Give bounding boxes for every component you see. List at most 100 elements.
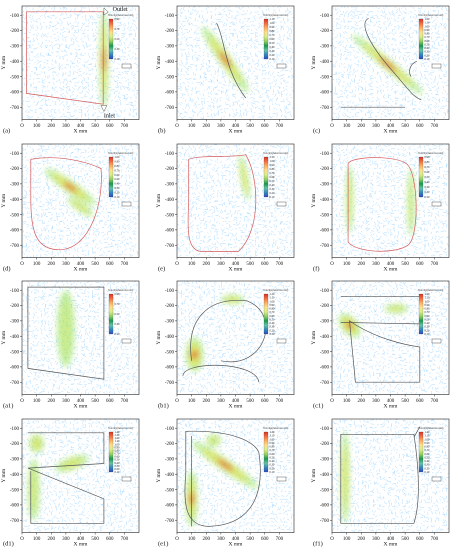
x-tick-label: 200 [48,399,56,404]
y-tick-label: -100 [165,426,175,431]
x-tick-label: 400 [232,399,240,404]
colorbar-tick-label: 0.20 [115,467,120,470]
y-axis-label: Y mm [156,55,162,69]
y-tick-label: -700 [10,381,20,386]
x-tick-label: O [175,399,179,404]
colorbar-tick-label: 0.30 [270,188,275,191]
panel-e1: O 100 200 300 400 500 600 700 X mm -100 -200 -300 -4… [156,418,295,547]
x-tick-label: 700 [431,124,439,129]
colorbar-tick-label: 0.30 [270,50,275,53]
colorbar-tick-label: 0.40 [270,46,275,49]
colorbar-tick-label: 0.10 [115,333,120,336]
colorbar-tick-label: 1.00 [425,300,430,303]
colorbar-tick-label: 0.80 [425,308,430,311]
colorbar-tick-label: 0.90 [270,164,275,167]
x-axis-label: X mm [229,541,244,547]
x-axis-label: X mm [229,266,244,272]
y-tick-label: -600 [320,503,330,508]
x-tick-label: 600 [106,399,114,404]
x-tick-label: 100 [33,537,41,542]
y-tick-label: -700 [10,106,20,111]
colorbar-tick-label: 0.60 [270,38,275,41]
colorbar-tick-label: 0.80 [425,161,430,164]
x-tick-label: 100 [343,537,351,542]
plot-area [22,6,139,120]
panel-b: O 100 200 300 400 500 600 700 X mm -100 -200 -300 -4… [156,5,295,135]
inlet-arrow-icon [100,105,108,112]
colorbar-tick-label: 1.40 [115,431,120,434]
colorbar-tick-label: 0.10 [115,196,120,199]
x-tick-label: O [20,399,24,404]
y-tick-label: -600 [10,228,20,233]
x-axis-label: X mm [74,129,89,135]
y-tick-label: -700 [165,243,175,248]
colorbar [263,18,269,60]
y-tick-label: -300 [320,457,330,462]
colorbar-tick-label: 0.10 [425,333,430,336]
colorbar-tick-label: 1.00 [425,438,430,441]
x-tick-label: 400 [232,124,240,129]
colorbar-title: Velocity(meters/second) [263,14,288,17]
colorbar-tick-label: 0.90 [115,293,120,296]
colorbar-tick-label: 0.60 [115,173,120,176]
colorbar-tick-label: 0.90 [425,156,430,159]
colorbar-tick-label: 0.30 [425,51,430,54]
outlet-label: Outlet [113,7,128,13]
colorbar-tick-label: 0.80 [425,33,430,36]
y-axis-label: Y mm [311,468,317,482]
plot-area [22,143,139,257]
colorbar-tick-label: 0.30 [115,48,120,51]
y-tick-label: -400 [320,472,330,477]
y-tick-label: -200 [165,29,175,34]
y-tick-label: -100 [10,289,20,294]
colorbar-title: Velocity(meters/second) [108,14,133,17]
x-tick-label: 300 [372,399,380,404]
velocity-hotspots [201,26,249,93]
y-axis-label: Y mm [311,193,317,207]
colorbar-tick-label: 0.70 [270,34,275,37]
x-tick-label: 100 [343,124,351,129]
y-tick-label: -300 [165,320,175,325]
x-tick-label: 700 [276,262,284,267]
y-tick-label: -300 [10,457,20,462]
colorbar-tick-label: 0.90 [115,18,120,21]
x-tick-label: 400 [232,537,240,542]
y-axis-label: Y mm [1,330,7,344]
colorbar [418,18,424,60]
colorbar-tick-label: 1.00 [115,443,120,446]
x-tick-label: 700 [431,399,439,404]
colorbar-tick-label: 0.20 [115,191,120,194]
colorbar-tick-label: 0.60 [425,40,430,43]
x-tick-label: 300 [217,537,225,542]
y-tick-label: -200 [320,442,330,447]
x-tick-label: 500 [91,262,99,267]
y-tick-label: -100 [320,14,330,19]
y-tick-label: -600 [165,503,175,508]
colorbar-tick-label: 1.10 [270,297,275,300]
panel-f: O 100 200 300 400 500 600 700 X mm -100 -200 -300 -4… [311,143,450,272]
x-tick-label: 200 [358,124,366,129]
y-tick-label: -400 [165,197,175,202]
x-axis-label: X mm [74,266,89,272]
y-tick-label: -400 [320,335,330,340]
x-tick-label: 100 [188,262,196,267]
velocity-hotspots [345,164,415,236]
colorbar-tick-label: 0.70 [270,172,275,175]
tank-outline [216,22,246,99]
colorbar-tick-label: 0.10 [115,58,120,61]
x-axis-label: X mm [384,541,399,547]
y-tick-label: -500 [165,75,175,80]
colorbar-tick-label: 0.90 [425,304,430,307]
colorbar-title: Velocity(meters/second) [418,289,443,292]
colorbar-tick-label: 0.10 [270,196,275,199]
colorbar-tick-label: 0.50 [115,178,120,181]
x-tick-label: O [330,124,334,129]
colorbar-tick-label: 0.70 [115,169,120,172]
colorbar-tick-label: 0.30 [115,323,120,326]
y-tick-label: -600 [10,366,20,371]
x-tick-label: 100 [188,124,196,129]
plot-area [177,418,294,532]
y-tick-label: -100 [320,289,330,294]
panel-d1: O 100 200 300 400 500 600 700 X mm -100 -200 -300 -4… [1,418,140,547]
colorbar-tick-label: 0.30 [115,464,120,467]
